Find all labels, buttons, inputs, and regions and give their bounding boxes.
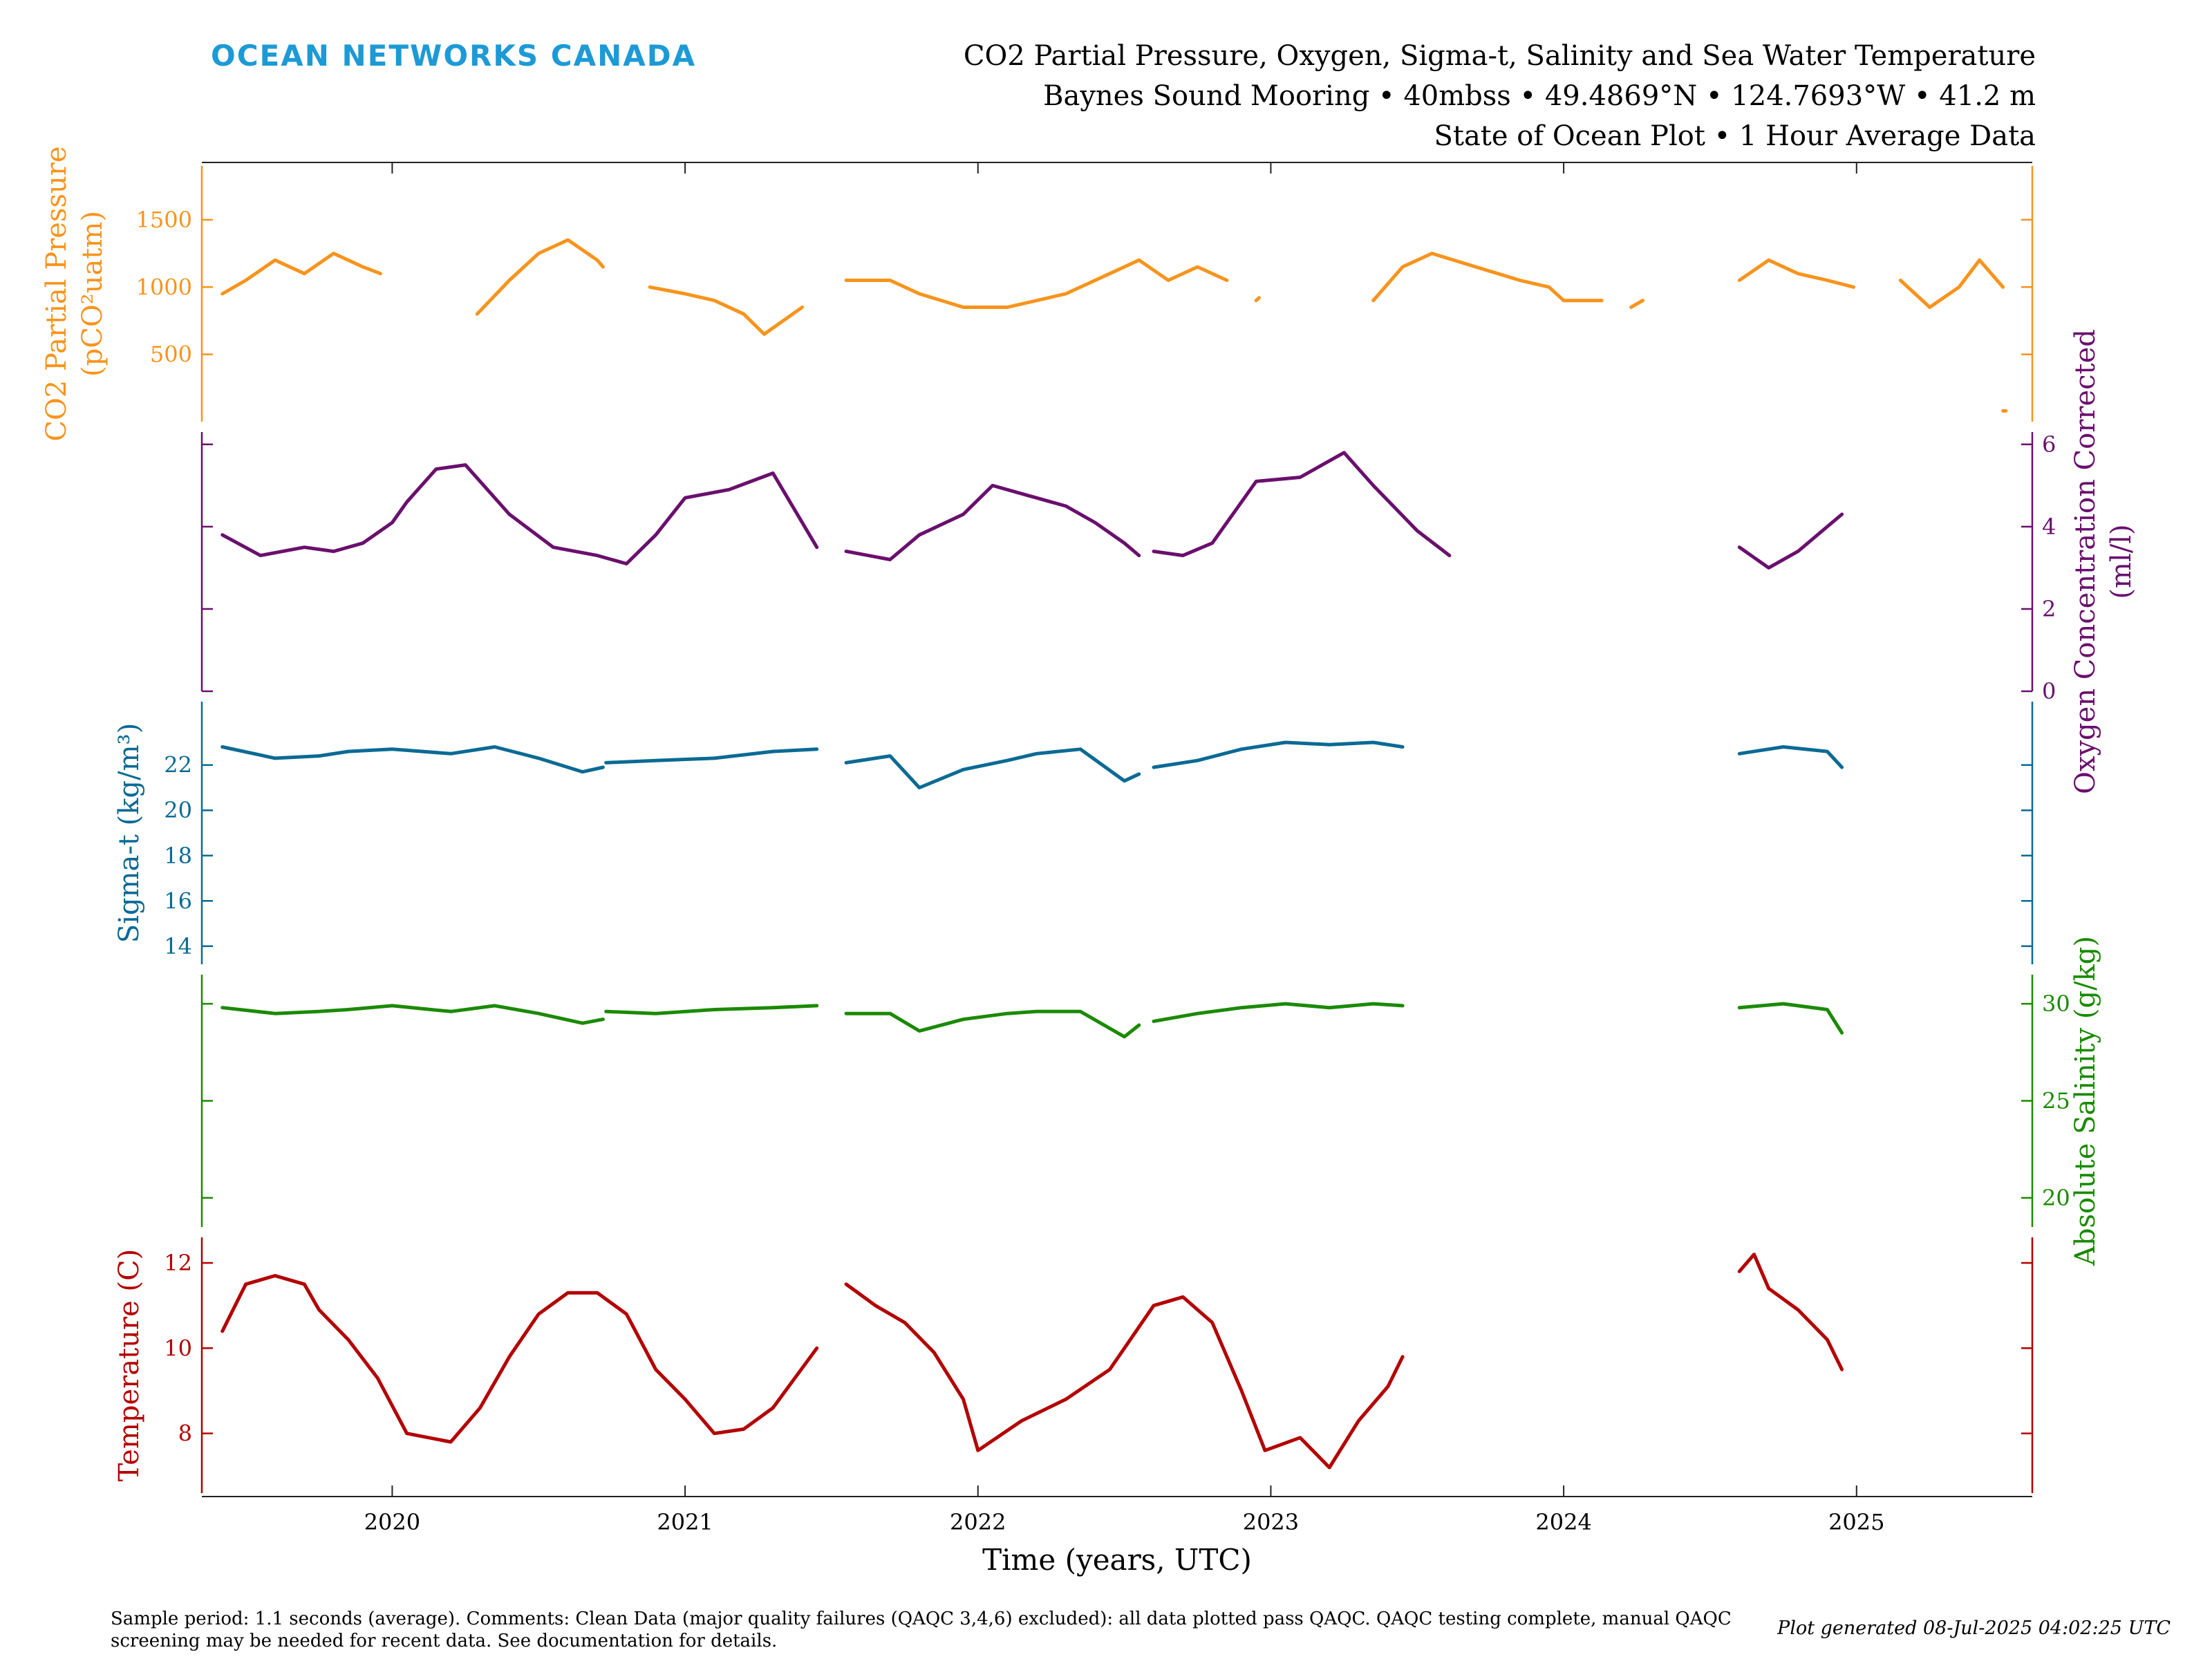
salinity-y-axis-label: Absolute Salinity (g/kg): [2070, 936, 2101, 1266]
oxygen-series-line-segment: [1152, 451, 1452, 558]
x-axis-label: Time (years, UTC): [982, 1543, 1252, 1577]
co2-series-line-segment: [1629, 299, 1644, 309]
co2-series-line-segment: [1737, 258, 1856, 289]
oxygen-y-tick-label: 6: [2042, 431, 2056, 458]
sigma-y-tick-label: 16: [164, 888, 192, 914]
temperature-series-line-segment: [1737, 1253, 1844, 1371]
co2-series-line-segment: [648, 285, 804, 336]
sigma-y-tick-label: 14: [164, 933, 192, 959]
temperature-series-line-segment: [221, 1274, 819, 1444]
co2-y-axis-label: CO2 Partial Pressure: [41, 146, 73, 441]
footer-comments: Sample period: 1.1 seconds (average). Co…: [111, 1609, 1732, 1651]
temperature-y-tick-label: 8: [178, 1421, 192, 1447]
co2-series-line-segment: [1371, 252, 1604, 303]
temperature-y-axis-label: Temperature (C): [113, 1249, 145, 1482]
co2-y-axis-label: (pCO²uatm): [77, 211, 109, 377]
oxygen-series-line-segment: [844, 483, 1141, 561]
sigma-series-line-segment: [844, 747, 1141, 789]
co2-series-line-segment: [1254, 296, 1261, 303]
brand-logo-text: OCEAN NETWORKS CANADA: [211, 39, 697, 73]
co2-series-line-segment: [221, 252, 382, 296]
co2-series-line-segment: [1898, 258, 2005, 309]
plot-subtitle-type: State of Ocean Plot • 1 Hour Average Dat…: [1434, 120, 2036, 152]
oxygen-y-axis-label: Oxygen Concentration Corrected: [2070, 329, 2101, 794]
sigma-series-line-segment: [1737, 745, 1844, 769]
x-tick-label: 2021: [657, 1509, 713, 1535]
plot-subtitle-location: Baynes Sound Mooring • 40mbss • 49.4869°…: [1043, 80, 2036, 112]
sigma-y-axis-label: Sigma-t (kg/m³): [113, 723, 145, 943]
co2-series-line-segment: [844, 258, 1229, 309]
co2-y-tick-label: 1000: [136, 274, 192, 300]
plot-title-block: CO2 Partial Pressure, Oxygen, Sigma-t, S…: [964, 36, 2036, 156]
sigma-y-tick-label: 20: [164, 797, 192, 823]
co2-y-tick-label: 1500: [136, 207, 192, 233]
co2-y-tick-label: 500: [150, 341, 192, 368]
salinity-series-line-segment: [604, 1004, 819, 1015]
temperature-series-line-segment: [844, 1282, 1405, 1470]
salinity-y-tick-label: 20: [2042, 1185, 2070, 1211]
salinity-series-line-segment: [1152, 1002, 1405, 1023]
sigma-y-tick-label: 18: [164, 843, 192, 869]
salinity-y-tick-label: 30: [2042, 991, 2070, 1017]
oxygen-y-tick-label: 0: [2042, 678, 2056, 704]
x-tick-label: 2022: [950, 1509, 1006, 1535]
oxygen-y-tick-label: 2: [2042, 596, 2056, 622]
oxygen-y-tick-label: 4: [2042, 514, 2056, 540]
sigma-y-tick-label: 22: [164, 752, 192, 778]
oxygen-series-line-segment: [1737, 512, 1844, 570]
sigma-series-line-segment: [604, 747, 819, 765]
x-tick-label: 2024: [1535, 1509, 1591, 1535]
oxygen-y-axis-label: (ml/l): [2106, 524, 2137, 599]
plot-title: CO2 Partial Pressure, Oxygen, Sigma-t, S…: [963, 40, 2036, 72]
x-tick-label: 2020: [364, 1509, 420, 1535]
salinity-series-line-segment: [1737, 1002, 1844, 1035]
temperature-y-tick-label: 10: [164, 1335, 192, 1361]
oxygen-series-line-segment: [221, 463, 819, 565]
temperature-y-tick-label: 12: [164, 1250, 192, 1276]
sigma-series-line-segment: [1152, 740, 1405, 769]
sigma-series-line-segment: [221, 745, 605, 774]
salinity-series-line-segment: [221, 1004, 605, 1025]
salinity-y-tick-label: 25: [2042, 1088, 2070, 1114]
footer-generated: Plot generated 08-Jul-2025 04:02:25 UTC: [1777, 1618, 2171, 1639]
co2-series-line-segment: [475, 238, 605, 316]
x-tick-label: 2023: [1243, 1509, 1299, 1535]
salinity-series-line-segment: [844, 1009, 1141, 1039]
x-tick-label: 2025: [1828, 1509, 1884, 1535]
